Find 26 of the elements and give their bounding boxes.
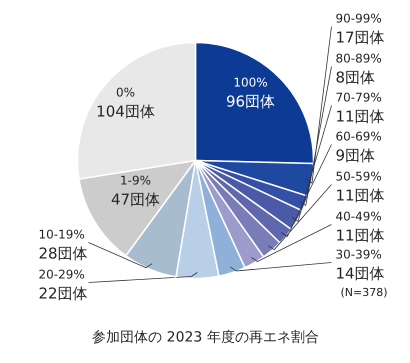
data-label: 9団体: [336, 146, 376, 164]
slice-label: 70-79%: [336, 90, 382, 104]
slice-label: 30-39%: [336, 248, 382, 262]
text: 参加団体の 2023 年度の再エネ割合: [92, 330, 319, 346]
data-label: 11団体: [336, 226, 385, 244]
data-label: 14団体: [336, 264, 385, 282]
slice-label: 1-9%: [120, 174, 152, 188]
slice-label: 80-89%: [336, 52, 382, 66]
slice-label: 90-99%: [336, 12, 382, 26]
slice-label: 60-69%: [336, 130, 382, 144]
text: (N=378): [340, 286, 388, 299]
slice-label: 20-29%: [38, 268, 85, 282]
data-label: 22団体: [38, 284, 88, 302]
data-label: 8団体: [336, 68, 376, 86]
data-label: 28団体: [38, 244, 88, 262]
data-label: 96団体: [226, 92, 276, 110]
slice-label: 10-19%: [38, 228, 85, 242]
data-label: 11団体: [336, 186, 385, 204]
slice-label: 0%: [116, 86, 136, 100]
data-label: 104団体: [96, 102, 155, 120]
data-label: 47団体: [110, 190, 160, 208]
slice-label: 50-59%: [336, 170, 382, 184]
slice-label: 100%: [233, 76, 268, 90]
data-label: 17団体: [336, 28, 385, 46]
slice-label: 40-49%: [336, 210, 382, 224]
data-label: 11団体: [336, 108, 385, 126]
